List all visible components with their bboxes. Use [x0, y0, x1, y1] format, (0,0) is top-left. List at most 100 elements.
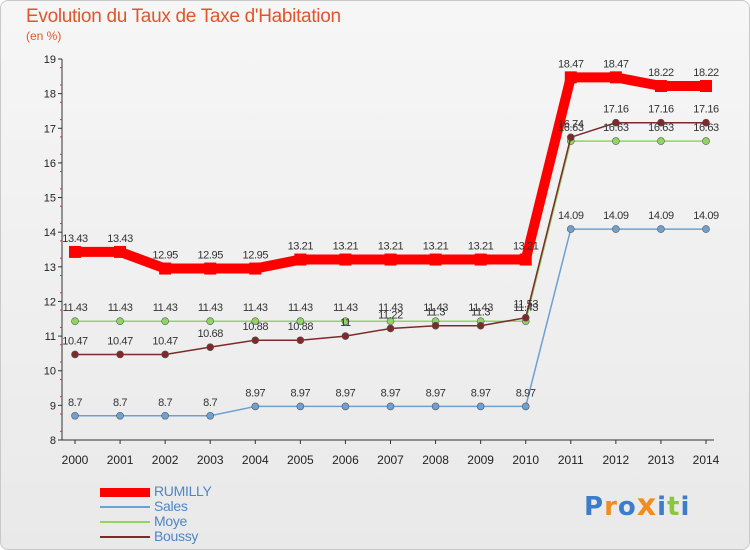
data-label-boussy: 10.68	[197, 328, 223, 340]
data-label-rumilly: 18.47	[558, 58, 584, 70]
data-label-rumilly: 13.21	[423, 241, 449, 253]
point-moye	[296, 317, 305, 325]
legend-label: RUMILLY	[154, 483, 212, 499]
y-tick-label: 9	[50, 400, 56, 412]
point-rumilly	[429, 253, 442, 266]
point-sales	[431, 402, 440, 411]
x-tick-label: 2004	[242, 453, 269, 467]
data-label-rumilly: 12.95	[152, 250, 178, 262]
data-label-rumilly: 13.21	[333, 241, 359, 253]
x-tick-label: 2005	[287, 453, 314, 467]
data-label-moye: 11.43	[243, 302, 268, 314]
data-label-sales: 8.97	[245, 387, 265, 399]
point-rumilly	[69, 245, 81, 258]
x-tick-label: 2008	[422, 453, 449, 467]
data-label-boussy: 10.47	[107, 335, 133, 347]
point-moye	[702, 137, 710, 145]
data-label-sales: 8.7	[68, 397, 82, 409]
data-label-rumilly: 13.21	[513, 241, 539, 253]
point-boussy	[612, 118, 620, 127]
y-tick-label: 19	[44, 54, 56, 66]
point-boussy	[296, 336, 305, 345]
data-label-boussy: 11	[340, 317, 351, 329]
data-label-rumilly: 13.21	[378, 241, 404, 253]
data-label-boussy: 10.47	[62, 335, 88, 347]
x-tick-label: 2010	[512, 453, 539, 467]
point-rumilly	[114, 245, 127, 258]
y-tick-label: 8	[50, 435, 56, 447]
data-label-moye: 11.43	[513, 302, 538, 314]
point-rumilly	[204, 262, 217, 275]
data-label-rumilly: 18.22	[648, 67, 674, 79]
x-tick-label: 2012	[603, 453, 630, 467]
data-label-sales: 8.97	[426, 387, 446, 399]
point-sales	[566, 225, 575, 233]
data-label-boussy: 10.47	[152, 335, 178, 347]
point-moye	[341, 317, 350, 325]
point-sales	[386, 402, 395, 411]
point-boussy	[566, 133, 575, 142]
data-label-boussy: 11.3	[471, 307, 490, 319]
y-tick-label: 16	[44, 158, 56, 170]
x-tick-label: 2002	[152, 453, 179, 467]
data-label-boussy: 17.16	[693, 104, 719, 116]
point-boussy	[521, 313, 530, 322]
legend-label: Moye	[154, 513, 188, 529]
data-label-rumilly: 13.43	[107, 233, 133, 245]
point-moye	[71, 317, 79, 325]
point-moye	[612, 137, 620, 145]
legend-item-rumilly: RUMILLY	[98, 483, 258, 499]
data-label-sales: 8.97	[471, 387, 491, 399]
data-label-sales: 8.7	[158, 397, 172, 409]
point-sales	[296, 402, 305, 411]
data-label-sales: 14.09	[648, 210, 674, 222]
data-label-moye: 16.63	[648, 122, 674, 134]
x-tick-label: 2006	[332, 453, 359, 467]
data-label-boussy: 17.16	[603, 104, 629, 116]
data-label-boussy: 10.88	[243, 321, 269, 333]
legend-item-moye: Moye	[98, 513, 258, 529]
legend: RUMILLY Sales Moye Boussy	[98, 483, 258, 544]
data-label-boussy: 11.22	[378, 309, 403, 321]
legend-item-sales: Sales	[98, 498, 258, 514]
data-label-rumilly: 13.43	[62, 233, 88, 245]
data-label-moye: 16.63	[603, 122, 629, 134]
point-sales	[116, 411, 124, 420]
data-label-rumilly: 18.22	[693, 67, 719, 79]
y-tick-label: 13	[44, 262, 56, 274]
point-sales	[657, 225, 665, 233]
data-label-rumilly: 12.95	[243, 250, 269, 262]
proxiti-logo: Proxiti	[584, 488, 691, 523]
point-rumilly	[159, 262, 172, 275]
point-rumilly	[339, 253, 352, 266]
y-tick-label: 14	[44, 227, 56, 239]
legend-swatch	[100, 506, 150, 508]
y-tick-label: 15	[44, 193, 56, 205]
point-boussy	[476, 321, 485, 330]
data-label-moye: 11.43	[153, 302, 178, 314]
series-line-moye	[74, 140, 707, 322]
point-sales	[206, 411, 215, 420]
legend-label: Boussy	[154, 528, 199, 544]
data-label-sales: 8.97	[336, 387, 356, 399]
legend-swatch	[100, 521, 150, 523]
point-boussy	[341, 332, 350, 340]
point-moye	[657, 137, 665, 145]
data-label-moye: 16.63	[693, 122, 719, 134]
data-label-sales: 8.97	[516, 387, 536, 399]
point-moye	[251, 317, 260, 325]
point-boussy	[116, 350, 124, 359]
legend-item-boussy: Boussy	[98, 528, 258, 544]
x-tick-label: 2000	[62, 453, 89, 467]
x-tick-label: 2011	[558, 453, 584, 467]
point-rumilly	[654, 80, 667, 93]
legend-label: Sales	[154, 498, 188, 514]
data-label-moye: 11.43	[198, 302, 223, 314]
data-label-rumilly: 12.95	[197, 250, 223, 262]
point-moye	[206, 317, 215, 325]
data-label-boussy: 11.3	[426, 307, 445, 319]
point-rumilly	[700, 80, 712, 93]
point-moye	[161, 317, 169, 325]
point-rumilly	[384, 253, 397, 266]
data-label-moye: 11.43	[378, 302, 403, 314]
